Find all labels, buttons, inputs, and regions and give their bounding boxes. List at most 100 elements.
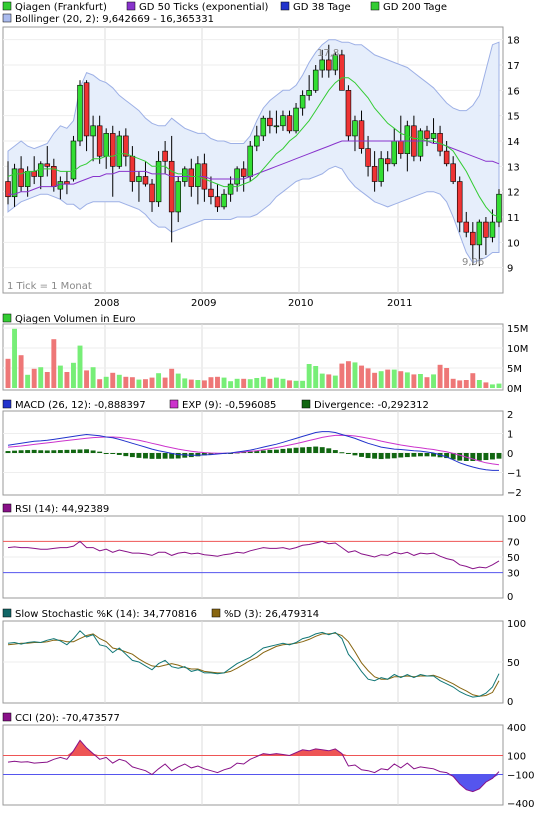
volume-bar bbox=[359, 365, 364, 388]
candle-down bbox=[371, 166, 378, 182]
volume-bar bbox=[287, 380, 292, 388]
macd-tick-label: 1 bbox=[507, 430, 513, 441]
candle-down bbox=[384, 158, 391, 165]
legend-rsi: RSI (14): 44,92389 bbox=[15, 504, 109, 515]
divergence-bar bbox=[431, 453, 436, 457]
legend-swatch-bollinger bbox=[2, 13, 12, 23]
volume-bar bbox=[470, 373, 476, 388]
divergence-bar bbox=[51, 450, 57, 453]
legend-swatch-gd50 bbox=[126, 1, 136, 11]
candle-up bbox=[57, 181, 64, 190]
divergence-bar bbox=[103, 453, 109, 454]
divergence-bar bbox=[404, 453, 410, 458]
volume-bar bbox=[5, 358, 11, 388]
volume-bar bbox=[123, 376, 129, 388]
rsi-tick-label: 70 bbox=[507, 537, 520, 548]
divergence-bar bbox=[169, 453, 175, 459]
stochastic-tick-label: 100 bbox=[507, 619, 526, 630]
divergence-bar bbox=[195, 453, 201, 457]
volume-bar bbox=[483, 382, 489, 388]
candle-up bbox=[24, 171, 31, 187]
volume-bar bbox=[182, 378, 188, 388]
divergence-bar bbox=[97, 451, 103, 453]
candle-up bbox=[476, 221, 483, 246]
candle-down bbox=[463, 221, 470, 233]
divergence-bar bbox=[267, 449, 273, 453]
candle-up bbox=[352, 120, 358, 137]
divergence-bar bbox=[208, 453, 214, 455]
volume-bar bbox=[280, 378, 286, 388]
legend-swatch-qiagen bbox=[2, 1, 12, 11]
divergence-bar bbox=[5, 451, 11, 453]
divergence-bar bbox=[247, 451, 253, 453]
candle-up bbox=[155, 160, 162, 203]
divergence-bar bbox=[424, 453, 430, 457]
divergence-bar bbox=[450, 453, 456, 460]
volume-bar bbox=[496, 383, 502, 388]
candle-down bbox=[142, 176, 149, 185]
volume-bar bbox=[18, 355, 24, 388]
main-legend: Qiagen (Frankfurt) GD 50 Ticks (exponent… bbox=[2, 1, 447, 25]
volume-bar bbox=[476, 380, 482, 388]
rsi-tick-label: 50 bbox=[507, 553, 520, 564]
cci-line bbox=[7, 739, 500, 793]
volume-bar bbox=[51, 339, 57, 388]
candle-up bbox=[496, 193, 502, 223]
price-axis: 18 17 16 15 14 13 12 11 10 9 bbox=[507, 36, 520, 275]
legend-divergence: Divergence: -0,292312 bbox=[314, 400, 429, 411]
divergence-bar bbox=[44, 450, 50, 453]
divergence-bar bbox=[64, 449, 70, 453]
candle-down bbox=[208, 188, 214, 198]
macd-tick-label: 0 bbox=[507, 449, 513, 460]
divergence-bar bbox=[398, 453, 404, 458]
divergence-bar bbox=[326, 448, 332, 453]
price-tick-label: 15 bbox=[507, 112, 520, 123]
candle-down bbox=[162, 150, 168, 162]
price-tick-label: 16 bbox=[507, 86, 520, 97]
divergence-bar bbox=[457, 453, 463, 461]
divergence-bar bbox=[417, 453, 423, 457]
candle-up bbox=[116, 135, 123, 167]
stochastic-grid bbox=[3, 621, 503, 703]
divergence-bar bbox=[18, 450, 24, 453]
volume-bar bbox=[110, 372, 116, 388]
divergence-bar bbox=[260, 450, 266, 453]
candle-up bbox=[293, 107, 299, 132]
stochastic-tick-label: 50 bbox=[507, 658, 520, 669]
divergence-bar bbox=[38, 450, 44, 453]
candle-down bbox=[129, 155, 136, 182]
candle-down bbox=[443, 150, 450, 165]
volume-bar bbox=[31, 368, 37, 388]
divergence-bar bbox=[306, 446, 312, 453]
candle-up bbox=[195, 163, 201, 187]
legend-swatch-rsi bbox=[2, 503, 12, 513]
candle-up bbox=[378, 158, 384, 182]
divergence-bar bbox=[359, 453, 364, 457]
rsi-grid bbox=[3, 516, 503, 598]
cci-panel bbox=[2, 724, 504, 806]
volume-bar bbox=[188, 379, 194, 388]
macd-tick-label: 2 bbox=[507, 410, 513, 421]
candle-down bbox=[326, 59, 332, 71]
divergence-bar bbox=[201, 453, 207, 456]
volume-bar bbox=[273, 377, 279, 388]
volume-bar bbox=[260, 376, 266, 388]
volume-tick-label: 15M bbox=[507, 324, 528, 335]
legend-swatch-cci bbox=[2, 712, 12, 722]
candle-up bbox=[247, 145, 253, 177]
legend-exp: EXP (9): -0,596085 bbox=[182, 400, 276, 411]
min-price-label: 9,06 bbox=[462, 257, 484, 268]
volume-bar bbox=[175, 373, 181, 388]
candle-down bbox=[5, 181, 11, 198]
divergence-bar bbox=[156, 453, 162, 459]
volume-bar bbox=[444, 368, 450, 388]
volume-bar bbox=[332, 375, 338, 388]
divergence-bar bbox=[77, 449, 83, 453]
legend-swatch-stoch-d bbox=[211, 608, 221, 618]
volume-bar bbox=[162, 377, 168, 388]
volume-bar bbox=[339, 363, 345, 388]
macd-signal-line bbox=[7, 434, 500, 466]
legend-gd50: GD 50 Ticks (exponential) bbox=[139, 2, 268, 13]
candle-down bbox=[214, 196, 221, 208]
volume-bar bbox=[25, 374, 31, 388]
